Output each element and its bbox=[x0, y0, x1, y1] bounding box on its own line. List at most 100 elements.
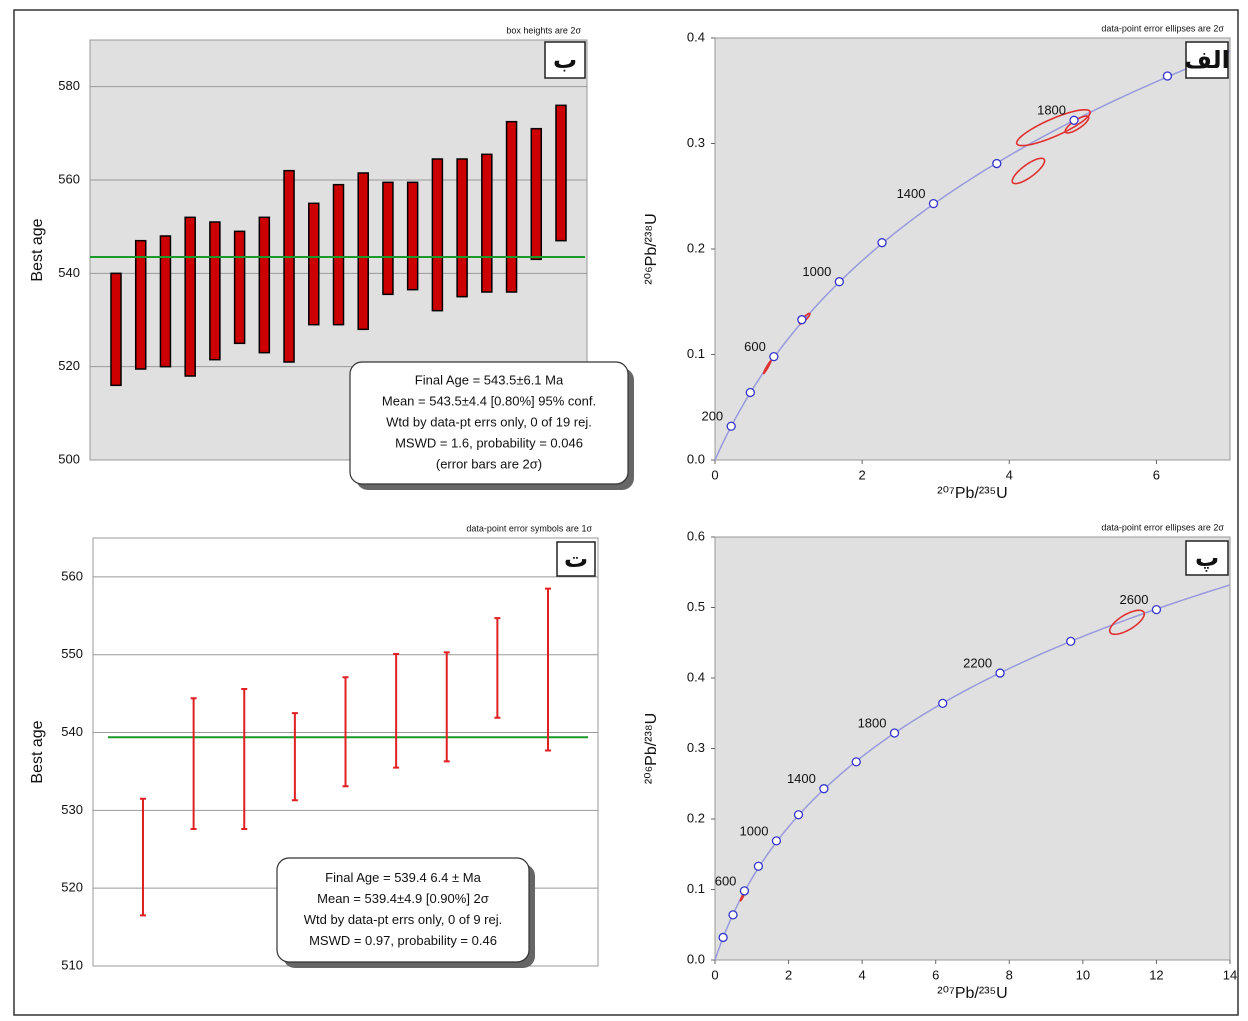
box bbox=[530, 127, 543, 261]
box bbox=[283, 169, 295, 363]
age-marker bbox=[739, 886, 750, 896]
y-tick-label: 0.2 bbox=[687, 240, 705, 255]
y-axis-title: Best age bbox=[29, 218, 46, 281]
y-tick-label: 520 bbox=[61, 880, 83, 895]
error-bar bbox=[545, 587, 551, 752]
note: box heights are 2σ bbox=[506, 25, 581, 35]
age-marker bbox=[851, 757, 861, 767]
age-marker bbox=[992, 158, 1002, 169]
age-marker bbox=[793, 810, 804, 820]
x-tick-label: 2 bbox=[785, 967, 792, 982]
plot-area bbox=[714, 37, 1231, 461]
panel-label-box bbox=[544, 41, 586, 79]
error-bar bbox=[393, 652, 400, 769]
plot-area bbox=[714, 536, 1231, 961]
error-bar bbox=[494, 617, 501, 719]
age-marker bbox=[1162, 71, 1173, 81]
error-ellipse bbox=[1064, 115, 1090, 134]
info-line: MSWD = 0.97, probability = 0.46 bbox=[309, 933, 497, 948]
y-tick-label: 530 bbox=[61, 802, 83, 817]
box bbox=[159, 235, 172, 368]
y-tick-label: 0.1 bbox=[687, 881, 705, 896]
x-axis-title: ²⁰⁷Pb/²³⁵U bbox=[937, 985, 1007, 1002]
age-label: 1800 bbox=[858, 715, 887, 730]
y-tick-label: 580 bbox=[58, 78, 80, 93]
concordia-curve bbox=[714, 50, 1231, 461]
y-tick-label: 520 bbox=[58, 358, 80, 373]
error-bar bbox=[190, 697, 197, 831]
y-tick-label: 0.3 bbox=[687, 135, 705, 150]
error-ellipse bbox=[1108, 609, 1146, 636]
age-marker bbox=[797, 315, 807, 325]
age-marker bbox=[928, 198, 939, 209]
panel: box heights are 2σ 500 520 540 560 580 Best ag… bbox=[29, 25, 634, 490]
info-line: MSWD = 1.6, probability = 0.046 bbox=[395, 435, 583, 450]
y-tick-label: 560 bbox=[58, 171, 80, 186]
box bbox=[332, 183, 345, 326]
age-label: 1400 bbox=[897, 186, 926, 201]
age-label: 600 bbox=[744, 339, 766, 354]
y-tick-label: 560 bbox=[61, 568, 83, 583]
error-bar bbox=[443, 651, 450, 763]
x-tick-label: 0 bbox=[711, 467, 718, 482]
panel-label: الف bbox=[1184, 46, 1230, 74]
age-marker bbox=[718, 932, 728, 943]
panel-label: پ bbox=[1195, 544, 1219, 572]
panel-label-box bbox=[1185, 41, 1229, 79]
box bbox=[431, 158, 444, 312]
y-tick-label: 0.1 bbox=[687, 346, 705, 361]
x-tick-label: 6 bbox=[932, 967, 939, 982]
x-axis-title: ²⁰⁷Pb/²³⁵U bbox=[937, 485, 1007, 502]
error-bar bbox=[241, 687, 248, 831]
age-label: 2600 bbox=[1120, 592, 1149, 607]
info-line: Final Age = 539.4 6.4 ± Ma bbox=[325, 870, 481, 885]
y-tick-label: 0.0 bbox=[687, 951, 705, 966]
age-marker bbox=[728, 910, 738, 920]
box bbox=[258, 216, 271, 354]
box bbox=[184, 216, 196, 377]
y-tick-label: 540 bbox=[61, 724, 83, 739]
x-tick-label: 14 bbox=[1223, 967, 1237, 982]
note: data-point error symbols are 1σ bbox=[466, 523, 592, 533]
age-marker bbox=[726, 421, 736, 431]
panel: data-point error symbols are 1σ 510 520 530… bbox=[29, 523, 599, 972]
error-ellipse bbox=[1015, 108, 1092, 147]
age-marker bbox=[834, 277, 844, 287]
box bbox=[308, 202, 320, 326]
age-marker bbox=[819, 784, 829, 794]
info-line: Mean = 539.4±4.9 [0.90%] 2σ bbox=[317, 891, 489, 906]
info-line: Wtd by data-pt errs only, 0 of 9 rej. bbox=[304, 912, 502, 927]
age-marker bbox=[1069, 115, 1079, 125]
y-tick-label: 0.3 bbox=[687, 740, 705, 755]
y-tick-label: 0.4 bbox=[687, 29, 705, 44]
age-marker bbox=[769, 351, 779, 362]
panel: data-point error ellipses are 2σ 0.0 0.1 0.… bbox=[643, 522, 1237, 1002]
box bbox=[481, 153, 493, 293]
age-marker bbox=[1066, 636, 1076, 646]
x-tick-label: 10 bbox=[1076, 967, 1090, 982]
x-tick-label: 8 bbox=[1006, 967, 1013, 982]
x-tick-label: 0 bbox=[711, 967, 718, 982]
y-axis-title: Best age bbox=[29, 720, 46, 783]
x-tick-label: 2 bbox=[859, 467, 866, 482]
info-box bbox=[276, 857, 530, 963]
concordia-curve bbox=[714, 584, 1231, 961]
age-marker bbox=[745, 387, 755, 398]
error-bar bbox=[342, 676, 349, 788]
box bbox=[382, 181, 394, 296]
info-line: Wtd by data-pt errs only, 0 of 19 rej. bbox=[386, 414, 592, 429]
note: data-point error ellipses are 2σ bbox=[1101, 23, 1224, 33]
age-marker bbox=[938, 698, 948, 709]
box bbox=[505, 120, 518, 293]
error-bar bbox=[291, 712, 298, 802]
box bbox=[357, 172, 369, 331]
y-tick-label: 0.0 bbox=[687, 451, 705, 466]
box bbox=[110, 272, 122, 387]
y-axis-title: ²⁰⁶Pb/²³⁸U bbox=[643, 213, 660, 284]
y-tick-label: 510 bbox=[61, 957, 83, 972]
y-tick-label: 540 bbox=[58, 265, 80, 280]
info-box bbox=[349, 361, 629, 485]
panel-label: ت bbox=[564, 545, 588, 573]
x-tick-label: 4 bbox=[1006, 467, 1013, 482]
box bbox=[233, 230, 246, 345]
